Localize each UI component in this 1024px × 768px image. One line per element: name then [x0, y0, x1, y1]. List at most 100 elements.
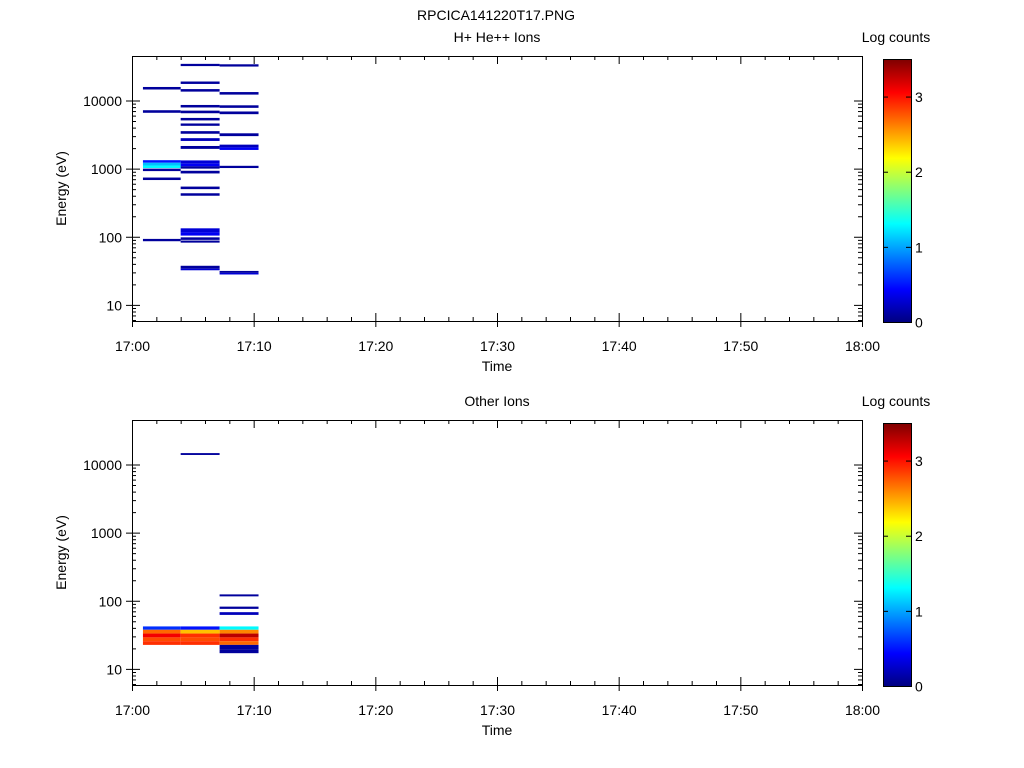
- heatmap-cell: [142, 110, 181, 113]
- heatmap-cell: [180, 104, 220, 108]
- x-tick-label: 17:10: [237, 702, 272, 718]
- heatmap-cell: [142, 177, 181, 181]
- x-tick-label: 17:10: [237, 338, 272, 354]
- x-axis-label: Time: [482, 358, 513, 374]
- heatmap-cell: [180, 641, 220, 645]
- heatmap-cell: [180, 145, 220, 149]
- heatmap-cell: [180, 637, 220, 642]
- heatmap-cell: [180, 160, 220, 164]
- heatmap-cell: [219, 105, 259, 108]
- heatmap-cell: [180, 629, 220, 634]
- heatmap-cell: [180, 170, 220, 174]
- heatmap-cell: [219, 649, 259, 654]
- y-tick-label: 10000: [83, 457, 122, 473]
- heatmap-cell: [180, 110, 220, 114]
- heatmap-cell: [180, 268, 220, 271]
- panel-title: H+ He++ Ions: [454, 29, 541, 45]
- colorbar-label: Log counts: [862, 29, 931, 45]
- x-tick-label: 17:50: [723, 338, 758, 354]
- heatmap-cell: [180, 240, 220, 243]
- colorbar-tick-label: 1: [915, 239, 923, 255]
- heatmap-cell: [180, 265, 220, 269]
- heatmap-cell: [180, 186, 220, 190]
- x-tick-label: 18:00: [845, 338, 880, 354]
- heatmap-cell: [219, 64, 259, 67]
- heatmap-cell: [219, 165, 259, 169]
- colorbar-scale: [883, 59, 912, 323]
- heatmap-cell: [180, 81, 220, 84]
- heatmap-cell: [219, 612, 259, 615]
- heatmap-cell: [180, 89, 220, 92]
- colorbar-tick-label: 2: [915, 528, 923, 544]
- heatmap-cell: [219, 644, 259, 650]
- heatmap-cell: [180, 453, 220, 455]
- heatmap-cell: [142, 168, 181, 172]
- heatmap-cell: [180, 63, 220, 67]
- y-tick-label: 10000: [83, 93, 122, 109]
- colorbar-tick-label: 0: [915, 315, 923, 331]
- heatmap-cell: [219, 633, 259, 638]
- plot-frame: [132, 56, 863, 322]
- heatmap-cell: [180, 123, 220, 126]
- heatmap-cell: [142, 633, 181, 638]
- colorbar-label: Log counts: [862, 393, 931, 409]
- x-axis: 17:00 17:10 17:20 17:30 17:40 17:50 18:00: [115, 420, 880, 718]
- colorbar: 0 1 2 3 Log counts: [862, 29, 931, 331]
- x-tick-label: 17:20: [358, 338, 393, 354]
- figure-title: RPCICA141220T17.PNG: [417, 7, 575, 23]
- heatmap-cell: [142, 162, 181, 166]
- colorbar-tick-label: 3: [915, 453, 923, 469]
- heatmap-cell: [142, 629, 181, 634]
- heatmap-cell: [180, 193, 220, 196]
- x-axis: 17:00 17:10 17:20 17:30 17:40 17:50 18:00: [115, 56, 880, 354]
- x-tick-label: 17:20: [358, 702, 393, 718]
- panel-2: 17:00 17:10 17:20 17:30 17:40 17:50 18:00 Time 1…: [53, 393, 930, 738]
- y-tick-label: 100: [99, 593, 123, 609]
- heatmap-cell: [142, 238, 181, 242]
- panel-title: Other Ions: [464, 393, 529, 409]
- x-tick-label: 17:00: [115, 338, 150, 354]
- colorbar-tick-label: 2: [915, 164, 923, 180]
- x-tick-label: 18:00: [845, 702, 880, 718]
- colorbar-tick-label: 0: [915, 679, 923, 695]
- heatmap-cell: [180, 633, 220, 638]
- panels: 17:00 17:10 17:20 17:30 17:40 17:50 18:00 Time 1…: [53, 29, 930, 738]
- heatmap-cell: [142, 637, 181, 642]
- colorbar: 0 1 2 3 Log counts: [862, 393, 931, 695]
- heatmap-cell: [219, 626, 259, 630]
- y-tick-label: 1000: [91, 525, 122, 541]
- y-axis-label: Energy (eV): [53, 151, 69, 226]
- heatmap-cell: [219, 92, 259, 95]
- heatmap-cell: [142, 626, 181, 630]
- y-axis: 10 100 1000 10000: [83, 93, 862, 321]
- heatmap-cell: [180, 138, 220, 141]
- y-axis: 10 100 1000 10000: [83, 457, 862, 685]
- heatmap-cell: [180, 131, 220, 134]
- heatmap-cell: [219, 641, 259, 645]
- heatmap-cell: [180, 163, 220, 167]
- heatmap-cell: [180, 117, 220, 121]
- x-tick-label: 17:30: [480, 338, 515, 354]
- heatmap-cell: [219, 270, 259, 273]
- heatmap-cell: [180, 228, 220, 233]
- x-tick-label: 17:40: [602, 338, 637, 354]
- heatmap-cell: [180, 232, 220, 236]
- heatmap-cell: [219, 272, 259, 275]
- heatmap-cell: [142, 641, 181, 645]
- heatmap-cells: [142, 453, 259, 654]
- heatmap-cell: [219, 111, 259, 115]
- colorbar-scale: [883, 423, 912, 687]
- heatmap-cell: [219, 147, 259, 150]
- heatmap-cell: [219, 594, 259, 597]
- y-tick-label: 10: [106, 661, 122, 677]
- heatmap-cell: [219, 629, 259, 634]
- heatmap-cell: [142, 86, 181, 90]
- heatmap-cell: [219, 606, 259, 609]
- heatmap-cell: [219, 637, 259, 642]
- x-tick-label: 17:00: [115, 702, 150, 718]
- y-tick-label: 1000: [91, 161, 122, 177]
- heatmap-cells: [142, 63, 259, 275]
- colorbar-tick-label: 1: [915, 603, 923, 619]
- y-tick-label: 10: [106, 297, 122, 313]
